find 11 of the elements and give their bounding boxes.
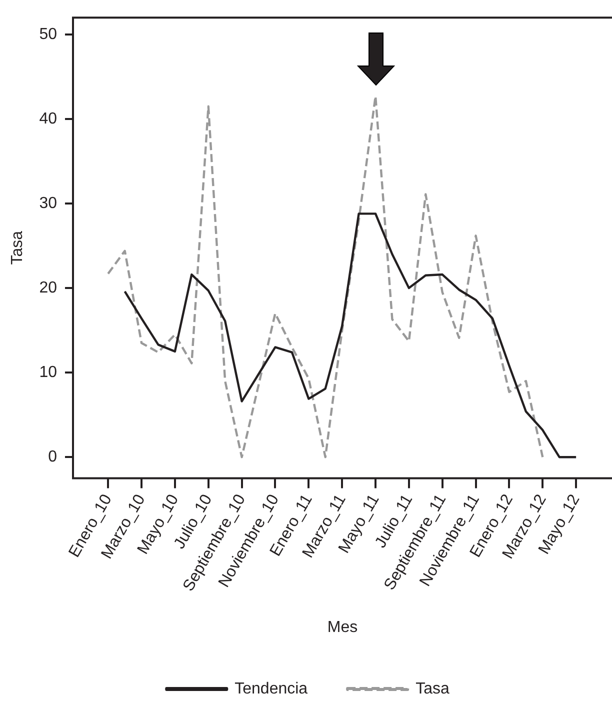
y-tick-label: 30 <box>39 194 58 212</box>
y-tick-label: 50 <box>39 26 58 43</box>
legend-label: Tasa <box>416 680 450 698</box>
line-series <box>106 95 544 458</box>
y-tick-label: 0 <box>48 448 58 466</box>
x-axis-title: Mes <box>327 618 358 636</box>
legend-label: Tendencia <box>234 680 308 698</box>
y-axis-title: Tasa <box>9 230 26 265</box>
y-tick-label: 10 <box>39 364 58 381</box>
y-tick-label: 20 <box>39 279 58 296</box>
y-tick-label: 40 <box>39 110 58 128</box>
